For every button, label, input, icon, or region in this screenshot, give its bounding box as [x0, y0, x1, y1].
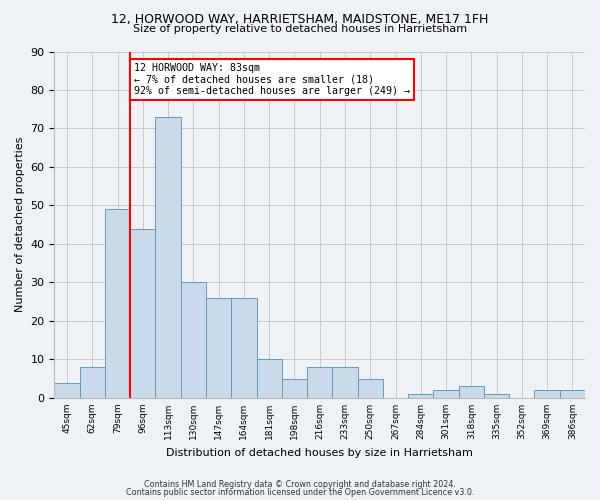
Bar — [206, 298, 231, 398]
Bar — [535, 390, 560, 398]
X-axis label: Distribution of detached houses by size in Harrietsham: Distribution of detached houses by size … — [166, 448, 473, 458]
Bar — [105, 210, 130, 398]
Bar — [257, 360, 282, 398]
Bar — [155, 117, 181, 398]
Y-axis label: Number of detached properties: Number of detached properties — [15, 137, 25, 312]
Bar — [433, 390, 458, 398]
Bar — [358, 378, 383, 398]
Bar — [181, 282, 206, 398]
Bar — [560, 390, 585, 398]
Text: Size of property relative to detached houses in Harrietsham: Size of property relative to detached ho… — [133, 24, 467, 34]
Bar — [484, 394, 509, 398]
Bar — [231, 298, 257, 398]
Bar — [332, 367, 358, 398]
Text: 12 HORWOOD WAY: 83sqm
← 7% of detached houses are smaller (18)
92% of semi-detac: 12 HORWOOD WAY: 83sqm ← 7% of detached h… — [134, 63, 410, 96]
Bar — [55, 382, 80, 398]
Text: 12, HORWOOD WAY, HARRIETSHAM, MAIDSTONE, ME17 1FH: 12, HORWOOD WAY, HARRIETSHAM, MAIDSTONE,… — [112, 12, 488, 26]
Text: Contains HM Land Registry data © Crown copyright and database right 2024.: Contains HM Land Registry data © Crown c… — [144, 480, 456, 489]
Bar — [80, 367, 105, 398]
Bar — [408, 394, 433, 398]
Text: Contains public sector information licensed under the Open Government Licence v3: Contains public sector information licen… — [126, 488, 474, 497]
Bar — [458, 386, 484, 398]
Bar — [307, 367, 332, 398]
Bar — [282, 378, 307, 398]
Bar — [130, 228, 155, 398]
